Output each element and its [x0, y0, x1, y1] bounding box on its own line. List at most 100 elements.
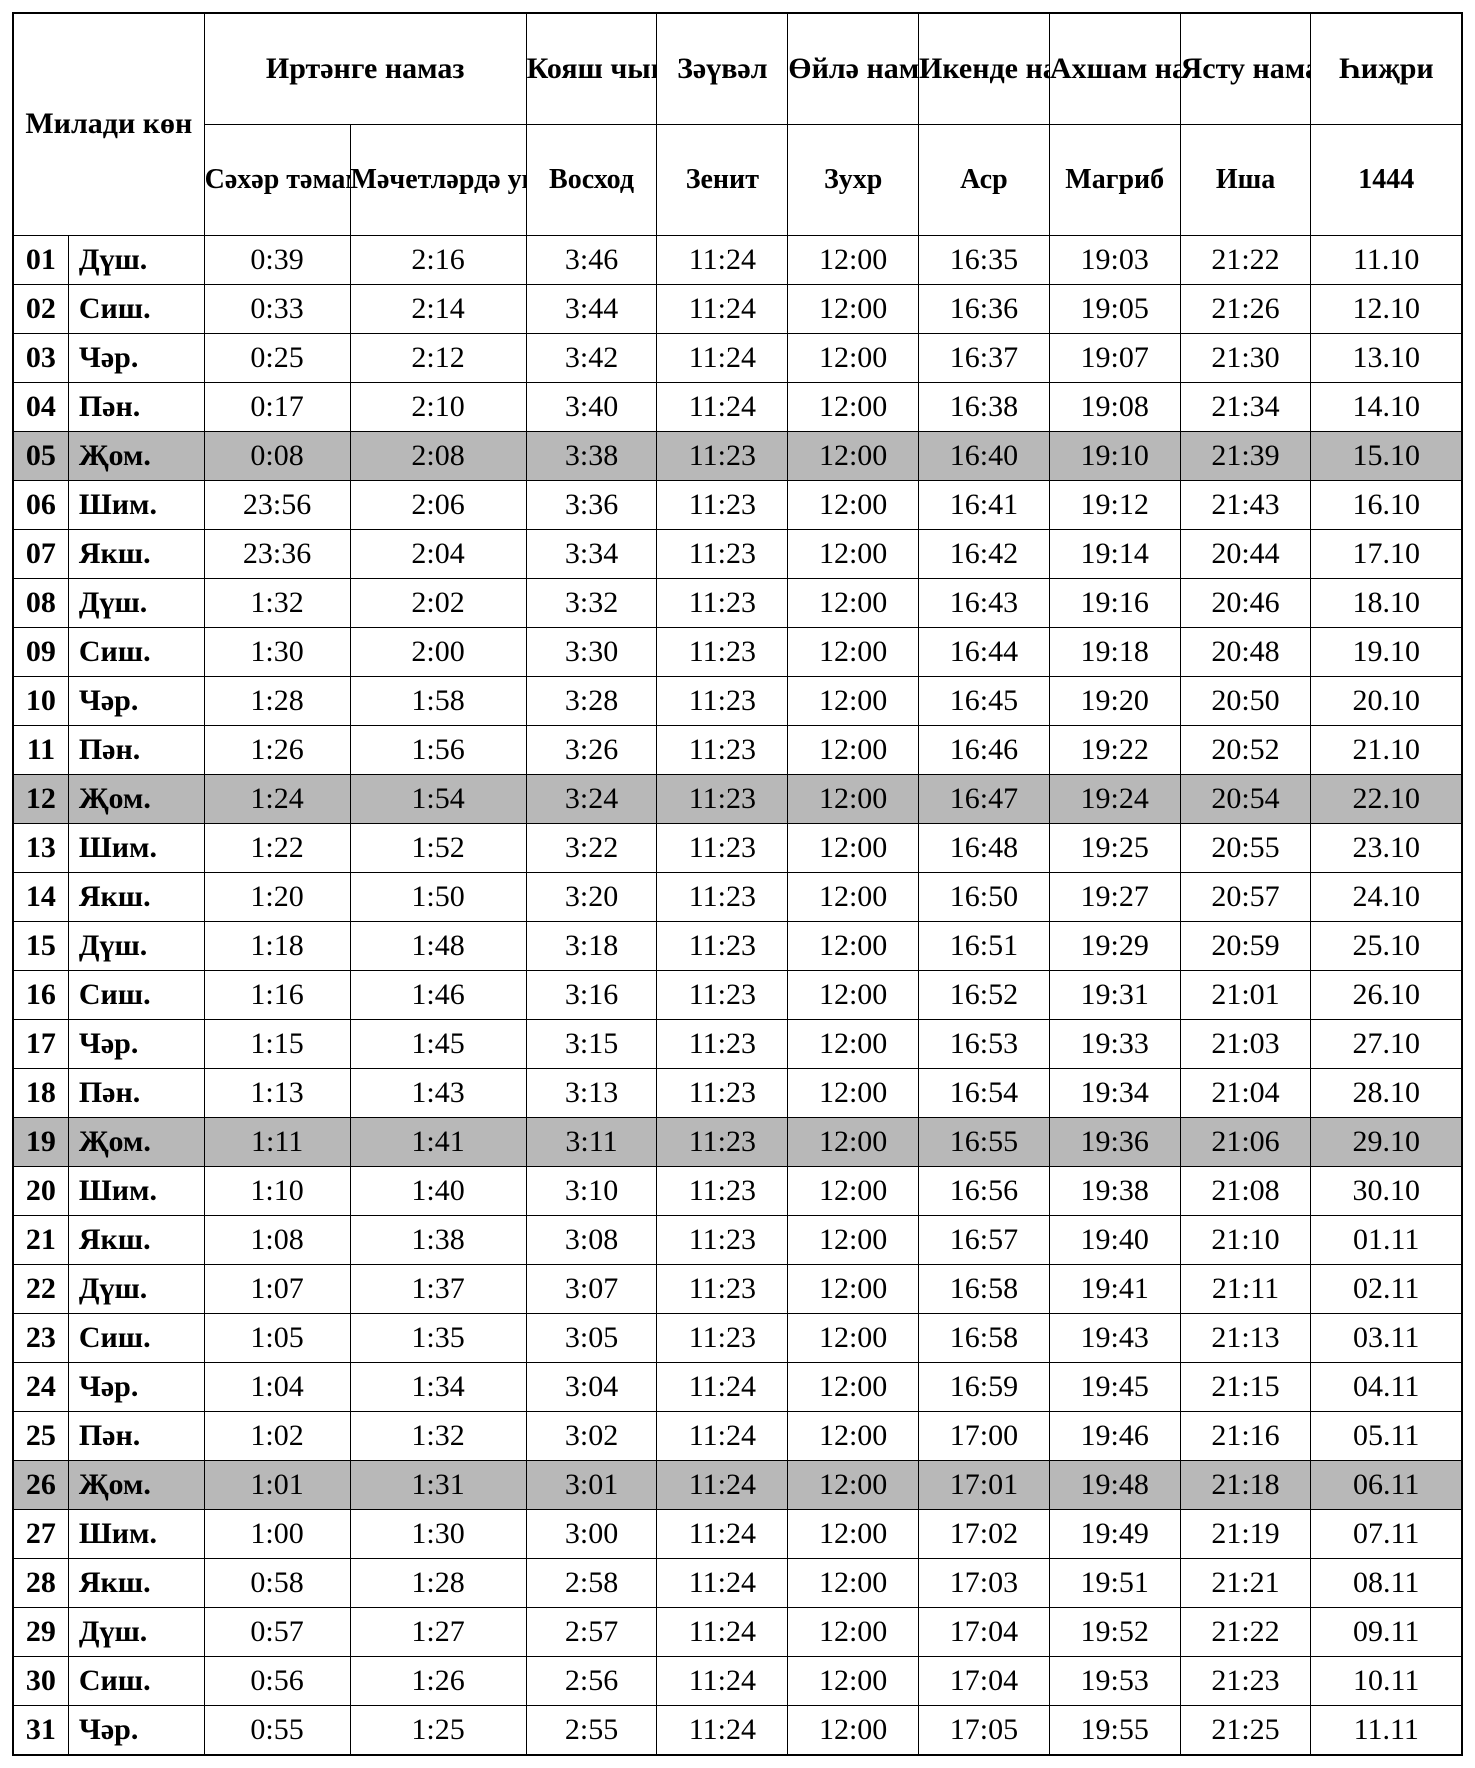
cell-isha: 21:06 — [1180, 1118, 1311, 1167]
cell-zawal: 11:24 — [657, 1412, 788, 1461]
cell-hijri: 17.10 — [1311, 530, 1462, 579]
table-row: 17Чәр.1:151:453:1511:2312:0016:5319:3321… — [13, 1020, 1462, 1069]
cell-maghrib: 19:40 — [1049, 1216, 1180, 1265]
cell-dhuhr: 12:00 — [788, 1314, 919, 1363]
cell-sahr: 0:56 — [204, 1657, 350, 1706]
cell-sahr: 1:20 — [204, 873, 350, 922]
col-zawal-sub: Зенит — [657, 125, 788, 236]
cell-isha: 21:03 — [1180, 1020, 1311, 1069]
cell-weekday: Сиш. — [68, 971, 204, 1020]
cell-weekday: Җом. — [68, 1461, 204, 1510]
table-row: 04Пән.0:172:103:4011:2412:0016:3819:0821… — [13, 383, 1462, 432]
cell-asr: 16:51 — [919, 922, 1050, 971]
cell-hijri: 27.10 — [1311, 1020, 1462, 1069]
cell-weekday: Шим. — [68, 1167, 204, 1216]
cell-zawal: 11:24 — [657, 1559, 788, 1608]
cell-dhuhr: 12:00 — [788, 1069, 919, 1118]
cell-sunrise: 3:16 — [526, 971, 657, 1020]
cell-mosque: 1:43 — [350, 1069, 526, 1118]
cell-sunrise: 2:55 — [526, 1706, 657, 1756]
cell-isha: 20:48 — [1180, 628, 1311, 677]
cell-hijri: 12.10 — [1311, 285, 1462, 334]
col-dhuhr-top: Өйлә намазы — [788, 13, 919, 125]
cell-sahr: 0:58 — [204, 1559, 350, 1608]
cell-maghrib: 19:55 — [1049, 1706, 1180, 1756]
cell-dhuhr: 12:00 — [788, 775, 919, 824]
cell-weekday: Якш. — [68, 1559, 204, 1608]
cell-isha: 21:18 — [1180, 1461, 1311, 1510]
cell-asr: 16:47 — [919, 775, 1050, 824]
cell-weekday: Шим. — [68, 824, 204, 873]
cell-day-number: 09 — [13, 628, 68, 677]
cell-sahr: 1:00 — [204, 1510, 350, 1559]
table-row: 15Дүш.1:181:483:1811:2312:0016:5119:2920… — [13, 922, 1462, 971]
cell-isha: 21:22 — [1180, 236, 1311, 285]
cell-sunrise: 3:36 — [526, 481, 657, 530]
cell-hijri: 29.10 — [1311, 1118, 1462, 1167]
cell-day-number: 06 — [13, 481, 68, 530]
cell-day-number: 02 — [13, 285, 68, 334]
cell-weekday: Сиш. — [68, 1314, 204, 1363]
cell-isha: 21:26 — [1180, 285, 1311, 334]
table-row: 23Сиш.1:051:353:0511:2312:0016:5819:4321… — [13, 1314, 1462, 1363]
cell-weekday: Пән. — [68, 726, 204, 775]
cell-zawal: 11:23 — [657, 677, 788, 726]
cell-maghrib: 19:34 — [1049, 1069, 1180, 1118]
cell-mosque: 1:38 — [350, 1216, 526, 1265]
cell-mosque: 2:14 — [350, 285, 526, 334]
cell-mosque: 1:54 — [350, 775, 526, 824]
table-row: 18Пән.1:131:433:1311:2312:0016:5419:3421… — [13, 1069, 1462, 1118]
cell-asr: 16:45 — [919, 677, 1050, 726]
cell-isha: 20:57 — [1180, 873, 1311, 922]
cell-weekday: Җом. — [68, 1118, 204, 1167]
cell-mosque: 1:31 — [350, 1461, 526, 1510]
cell-weekday: Пән. — [68, 1069, 204, 1118]
cell-sunrise: 3:40 — [526, 383, 657, 432]
cell-sunrise: 3:18 — [526, 922, 657, 971]
cell-zawal: 11:23 — [657, 726, 788, 775]
cell-sunrise: 3:30 — [526, 628, 657, 677]
cell-day-number: 01 — [13, 236, 68, 285]
cell-hijri: 13.10 — [1311, 334, 1462, 383]
cell-sunrise: 3:05 — [526, 1314, 657, 1363]
cell-sahr: 0:55 — [204, 1706, 350, 1756]
cell-day-number: 10 — [13, 677, 68, 726]
cell-sahr: 1:10 — [204, 1167, 350, 1216]
cell-sahr: 1:08 — [204, 1216, 350, 1265]
prayer-times-table: Милади көн Иртәнге намаз Кояш чыга Зәүвә… — [12, 12, 1463, 1756]
cell-zawal: 11:23 — [657, 1314, 788, 1363]
cell-zawal: 11:23 — [657, 971, 788, 1020]
cell-sahr: 23:36 — [204, 530, 350, 579]
cell-weekday: Якш. — [68, 873, 204, 922]
cell-maghrib: 19:52 — [1049, 1608, 1180, 1657]
col-zawal-top: Зәүвәл — [657, 13, 788, 125]
cell-sahr: 1:28 — [204, 677, 350, 726]
cell-isha: 21:16 — [1180, 1412, 1311, 1461]
cell-day-number: 03 — [13, 334, 68, 383]
cell-dhuhr: 12:00 — [788, 285, 919, 334]
cell-hijri: 03.11 — [1311, 1314, 1462, 1363]
cell-dhuhr: 12:00 — [788, 971, 919, 1020]
cell-sunrise: 2:57 — [526, 1608, 657, 1657]
cell-sunrise: 3:11 — [526, 1118, 657, 1167]
cell-sunrise: 3:24 — [526, 775, 657, 824]
cell-asr: 17:02 — [919, 1510, 1050, 1559]
cell-asr: 16:54 — [919, 1069, 1050, 1118]
cell-maghrib: 19:31 — [1049, 971, 1180, 1020]
cell-asr: 16:43 — [919, 579, 1050, 628]
cell-weekday: Якш. — [68, 530, 204, 579]
cell-maghrib: 19:25 — [1049, 824, 1180, 873]
cell-maghrib: 19:33 — [1049, 1020, 1180, 1069]
cell-zawal: 11:23 — [657, 824, 788, 873]
cell-mosque: 2:04 — [350, 530, 526, 579]
cell-hijri: 05.11 — [1311, 1412, 1462, 1461]
cell-sahr: 1:32 — [204, 579, 350, 628]
cell-day-number: 30 — [13, 1657, 68, 1706]
cell-hijri: 02.11 — [1311, 1265, 1462, 1314]
cell-hijri: 20.10 — [1311, 677, 1462, 726]
cell-hijri: 19.10 — [1311, 628, 1462, 677]
cell-dhuhr: 12:00 — [788, 1657, 919, 1706]
table-row: 06Шим.23:562:063:3611:2312:0016:4119:122… — [13, 481, 1462, 530]
cell-zawal: 11:23 — [657, 481, 788, 530]
col-isha-sub: Иша — [1180, 125, 1311, 236]
